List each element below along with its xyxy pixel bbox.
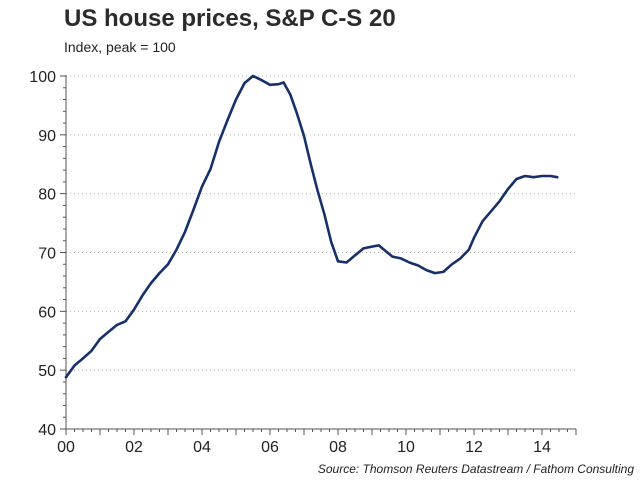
y-tick-label: 40	[38, 422, 56, 439]
x-tick-label: 10	[397, 439, 415, 456]
x-tick-label: 00	[57, 439, 75, 456]
source-note: Source: Thomson Reuters Datastream / Fat…	[317, 462, 634, 476]
y-tick-label: 80	[38, 187, 56, 204]
y-tick-label: 90	[38, 128, 56, 145]
x-tick-label: 12	[465, 439, 483, 456]
series-line	[64, 74, 559, 379]
y-tick-label: 100	[29, 69, 56, 86]
x-tick-label: 04	[193, 439, 211, 456]
x-tick-label: 14	[533, 439, 551, 456]
y-tick-label: 60	[38, 304, 56, 321]
chart-subtitle: Index, peak = 100	[64, 39, 176, 55]
x-tick-label: 08	[329, 439, 347, 456]
x-tick-label: 06	[261, 439, 279, 456]
y-tick-label: 70	[38, 246, 56, 263]
y-tick-label: 50	[38, 363, 56, 380]
chart-title: US house prices, S&P C-S 20	[64, 5, 396, 32]
x-tick-label: 02	[125, 439, 143, 456]
